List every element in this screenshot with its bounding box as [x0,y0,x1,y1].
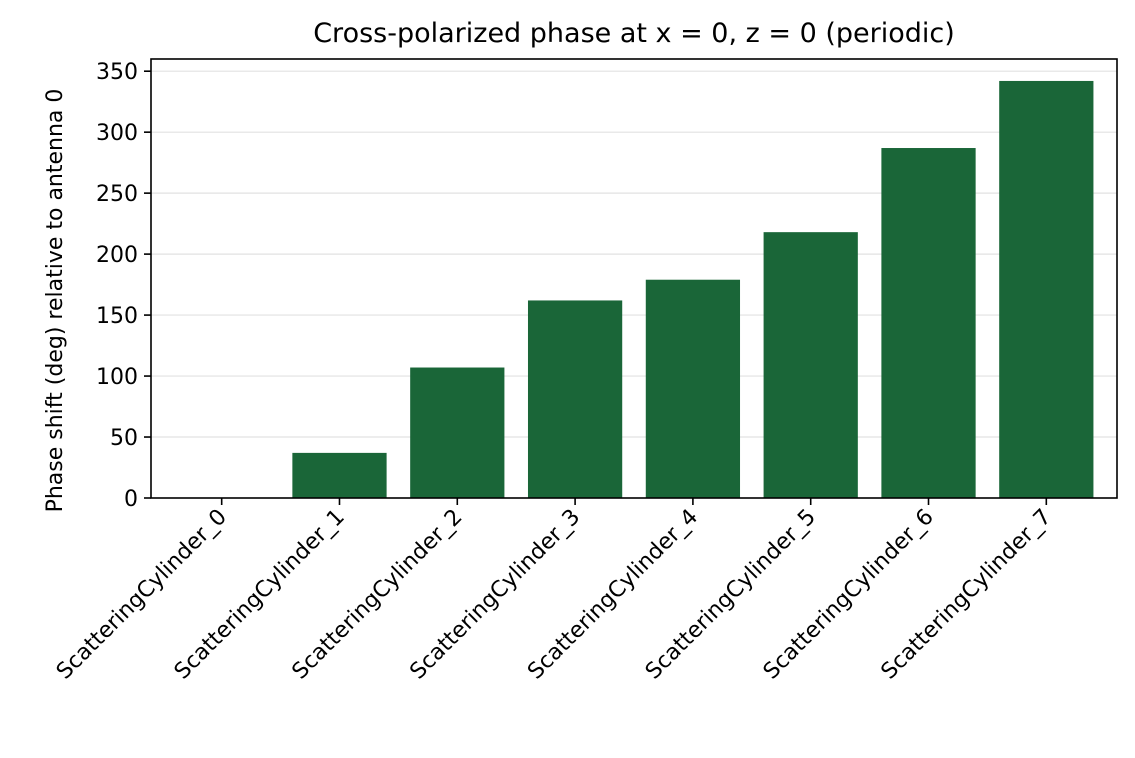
plot-frame [150,58,1118,499]
y-tick-label: 200 [96,243,138,268]
y-tick-label: 50 [110,426,138,451]
y-tick-label: 0 [124,487,138,512]
bar [645,279,741,498]
y-axis-label: Phase shift (deg) relative to antenna 0 [43,89,68,513]
y-tick-label: 300 [96,121,138,146]
bar [527,300,623,498]
y-tick-label: 250 [96,182,138,207]
bars [292,80,1094,498]
bar [292,452,387,498]
y-tick-label: 100 [96,365,138,390]
bar [881,148,976,498]
x-axis-ticks: ScatteringCylinder_0ScatteringCylinder_1… [52,498,1057,685]
bar [410,367,505,498]
chart-title: Cross-polarized phase at x = 0, z = 0 (p… [313,18,955,49]
bar [763,232,858,498]
y-tick-label: 350 [96,60,138,85]
y-axis-ticks: 0 50 100 150 200 250 300 350 [96,60,151,512]
grid-lines [151,70,1117,438]
bar [999,80,1094,498]
y-tick-label: 150 [96,304,138,329]
